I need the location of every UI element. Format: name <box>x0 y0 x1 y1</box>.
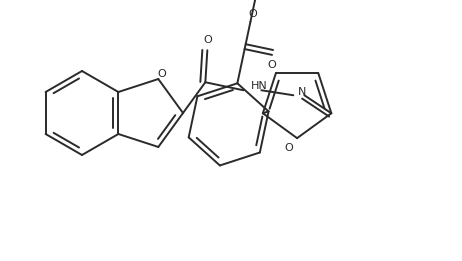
Text: O: O <box>157 69 166 79</box>
Text: O: O <box>248 9 257 19</box>
Text: O: O <box>285 143 293 153</box>
Text: O: O <box>203 35 212 45</box>
Text: O: O <box>267 60 276 70</box>
Text: HN: HN <box>251 81 268 91</box>
Text: N: N <box>298 87 307 97</box>
